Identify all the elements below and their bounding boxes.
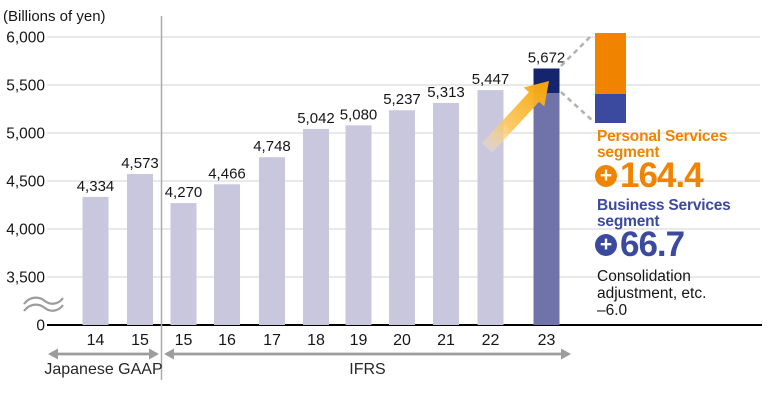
arrowhead-right-icon — [561, 348, 571, 360]
x-tick-label: 15 — [175, 332, 193, 349]
ifrs-label: IFRS — [349, 361, 385, 378]
y-axis-break-icon — [23, 296, 64, 305]
y-tick-label: 6,000 — [6, 30, 45, 47]
x-tick-label: 17 — [263, 332, 281, 349]
personal-services-label: Personal Services segment — [597, 128, 728, 161]
bar-value-label: 4,466 — [208, 165, 246, 182]
x-tick-label: 21 — [437, 332, 455, 349]
bar-value-label: 4,748 — [253, 138, 291, 155]
bar — [345, 125, 372, 325]
x-tick-label: 16 — [218, 332, 236, 349]
bar — [170, 203, 197, 325]
y-tick-label: 4,000 — [6, 222, 45, 239]
bar — [127, 173, 153, 325]
bar — [303, 128, 329, 325]
bar — [259, 157, 285, 325]
bar-value-label: 5,237 — [383, 91, 421, 108]
x-tick-label: 22 — [482, 332, 500, 349]
bar-value-label: 4,334 — [77, 178, 115, 195]
plus-circle-icon: + — [595, 165, 617, 187]
y-axis-unit-label: (Billions of yen) — [3, 8, 106, 25]
bar-value-label: 5,313 — [427, 84, 465, 101]
business-services-amount: 66.7 — [620, 225, 685, 264]
x-tick-label: 18 — [307, 332, 325, 349]
bar-value-label: 5,080 — [340, 106, 378, 123]
bar — [433, 102, 459, 326]
bar-value-label: 4,270 — [165, 184, 203, 201]
bar — [389, 110, 415, 325]
arrowhead-right-icon — [149, 348, 159, 360]
bar-value-label: 5,447 — [472, 71, 510, 88]
bar-value-label: 5,672 — [528, 49, 566, 66]
arrowhead-left-icon — [164, 348, 174, 360]
bar — [214, 184, 240, 325]
business-services-value: + 66.7 — [595, 225, 685, 264]
y-tick-label: 5,500 — [6, 78, 45, 95]
japanese-gaap-label: Japanese GAAP — [44, 361, 162, 378]
plus-circle-icon: + — [595, 234, 617, 256]
x-tick-label: 23 — [538, 332, 556, 349]
consolidation-adjustment-amount: –6.0 — [597, 302, 628, 319]
bar-value-label: 5,042 — [297, 110, 335, 127]
consolidation-adjustment-note: Consolidation adjustment, etc. –6.0 — [597, 268, 707, 319]
x-tick-label: 19 — [350, 332, 368, 349]
breakout-connector-bottom — [560, 91, 595, 123]
x-tick-label: 15 — [131, 332, 149, 349]
x-tick-label: 20 — [393, 332, 411, 349]
personal-services-amount: 164.4 — [620, 156, 704, 195]
personal-services-value: + 164.4 — [595, 156, 704, 195]
y-tick-label: 0 — [36, 318, 45, 335]
y-tick-label: 5,000 — [6, 126, 45, 143]
x-tick-label: 14 — [87, 332, 105, 349]
bar-value-label: 4,573 — [121, 155, 159, 172]
breakout-business-segment — [595, 94, 626, 123]
y-tick-label: 3,500 — [6, 270, 45, 287]
breakout-connector-top — [560, 33, 594, 67]
arrowhead-left-icon — [48, 348, 58, 360]
y-tick-label: 4,500 — [6, 174, 45, 191]
bar — [82, 196, 109, 325]
business-services-label: Business Services segment — [597, 197, 731, 230]
highlight-arrow-icon — [481, 81, 549, 153]
breakout-personal-segment — [595, 33, 626, 94]
bar-highlight-base — [533, 93, 560, 325]
y-axis-break-icon — [23, 303, 64, 312]
